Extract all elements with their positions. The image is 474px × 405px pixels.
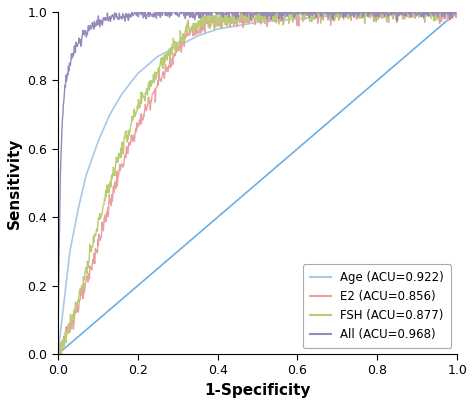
Y-axis label: Sensitivity: Sensitivity [7,137,22,229]
Legend: Age (ACU=0.922), E2 (ACU=0.856), FSH (ACU=0.877), All (ACU=0.968): Age (ACU=0.922), E2 (ACU=0.856), FSH (AC… [302,264,451,348]
X-axis label: 1-Specificity: 1-Specificity [204,383,311,398]
